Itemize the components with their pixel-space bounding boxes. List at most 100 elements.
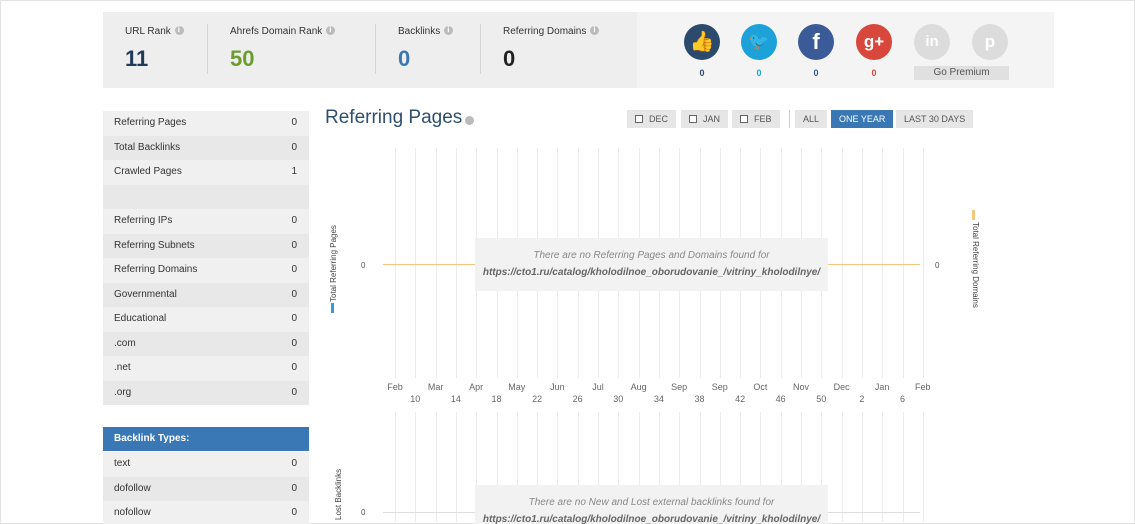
gridline xyxy=(496,412,498,524)
backlink-types-header: Backlink Types: xyxy=(103,427,309,451)
divider xyxy=(480,24,481,74)
likes-count: 0 xyxy=(699,68,705,78)
gridline xyxy=(882,412,884,524)
row-value: 0 xyxy=(291,239,297,251)
info-icon[interactable] xyxy=(174,25,184,35)
divider xyxy=(375,24,376,74)
x-tick-month: Jan xyxy=(874,382,890,392)
left-zero-tick: 0 xyxy=(361,261,366,270)
x-tick-day: 26 xyxy=(572,394,583,404)
info-icon[interactable] xyxy=(444,25,454,35)
x-tick-month: Sep xyxy=(711,382,728,392)
right-zero-tick: 0 xyxy=(935,261,940,270)
chart-title-text: Referring Pages xyxy=(325,107,463,128)
backlink-types-list: text 0 dofollow 0 nofollow 0 xyxy=(103,452,309,524)
row-value: 0 xyxy=(291,458,297,469)
right-axis-label: Total Referring Domains xyxy=(971,222,980,308)
list-item: .net 0 xyxy=(103,356,309,381)
list-item: Referring IPs 0 xyxy=(103,209,309,234)
url-rank-label: URL Rank xyxy=(125,26,171,37)
list-item: Governmental 0 xyxy=(103,282,309,307)
info-icon[interactable] xyxy=(326,25,336,35)
range-all-button[interactable]: ALL xyxy=(795,110,828,128)
linkedin-icon[interactable]: in xyxy=(914,24,950,60)
referring-domains-label: Referring Domains xyxy=(503,26,587,37)
row-label: nofollow xyxy=(114,507,151,518)
x-tick-month: Sep xyxy=(671,382,688,392)
row-value: 0 xyxy=(291,337,297,349)
twitter-icon[interactable]: 🐦 xyxy=(741,24,777,60)
x-tick-day: 2 xyxy=(859,394,865,404)
x-tick-month: Dec xyxy=(833,382,850,392)
gridline xyxy=(638,412,640,524)
row-label: Referring IPs xyxy=(114,215,173,226)
row-label: Referring Subnets xyxy=(114,239,195,251)
domain-rank-value: 50 xyxy=(230,46,255,71)
divider xyxy=(207,24,208,74)
no-data-text: There are no Referring Pages and Domains… xyxy=(533,250,770,261)
twitter-count: 0 xyxy=(756,68,762,78)
pinterest-icon[interactable]: p xyxy=(972,24,1008,60)
checkbox-icon[interactable] xyxy=(689,115,697,123)
gridline xyxy=(658,412,660,524)
button-label: FEB xyxy=(754,114,772,124)
domain-rank-label: Ahrefs Domain Rank xyxy=(230,26,323,37)
filter-feb-button[interactable]: FEB xyxy=(732,110,780,128)
gridline xyxy=(435,148,437,378)
row-label: Referring Pages xyxy=(114,117,187,128)
row-value: 0 xyxy=(291,117,297,128)
info-icon[interactable] xyxy=(465,116,475,125)
gridline xyxy=(740,412,742,524)
info-icon[interactable] xyxy=(590,25,600,35)
gridline xyxy=(476,412,478,524)
x-tick-day: 14 xyxy=(450,394,461,404)
no-data-message: There are no Referring Pages and Domains… xyxy=(475,238,828,291)
social-panel: 👍 0 🐦 0 f 0 g+ 0 in p Go Premium xyxy=(637,12,1054,88)
facebook-icon[interactable]: f xyxy=(798,24,834,60)
list-item: Crawled Pages 1 xyxy=(103,160,309,185)
list-item: nofollow 0 xyxy=(103,501,309,524)
gridline xyxy=(415,412,417,524)
gridline xyxy=(922,412,924,524)
filter-dec-button[interactable]: DEC xyxy=(627,110,677,128)
google-plus-icon[interactable]: g+ xyxy=(856,24,892,60)
gridline xyxy=(598,412,599,524)
list-item: .org 0 xyxy=(103,380,309,405)
go-premium-button[interactable]: Go Premium xyxy=(914,66,1009,80)
no-data-text: There are no New and Lost external backl… xyxy=(528,497,775,508)
x-tick-month: Mar xyxy=(427,382,444,392)
x-tick-day: 18 xyxy=(491,394,502,404)
gridline xyxy=(395,148,396,378)
x-tick-month: Apr xyxy=(469,382,484,392)
checkbox-icon[interactable] xyxy=(740,115,748,123)
gridline xyxy=(922,148,924,378)
no-data-url: https://cto1.ru/catalog/kholodilnoe_obor… xyxy=(482,514,821,524)
x-tick-day: 46 xyxy=(775,394,786,404)
list-item: dofollow 0 xyxy=(103,476,309,501)
x-tick-day: 34 xyxy=(653,394,664,404)
list-item: Educational 0 xyxy=(103,307,309,332)
gridline xyxy=(902,148,904,378)
list-item: Total Backlinks 0 xyxy=(103,135,309,160)
row-label: text xyxy=(114,458,131,469)
gridline xyxy=(537,412,539,524)
x-tick-month: Aug xyxy=(630,382,647,392)
checkbox-icon[interactable] xyxy=(635,115,643,123)
metrics-panel: URL Rank 11 Ahrefs Domain Rank 50 Backli… xyxy=(103,12,637,88)
legend-referring-pages-marker xyxy=(331,303,334,313)
gridline xyxy=(760,412,762,524)
row-value: 0 xyxy=(291,313,297,324)
x-tick-month: May xyxy=(508,382,526,392)
thumbs-up-icon[interactable]: 👍 xyxy=(684,24,720,60)
x-tick-day: 10 xyxy=(410,394,421,404)
row-value: 0 xyxy=(291,141,297,153)
range-last-30-days-button[interactable]: LAST 30 DAYS xyxy=(896,110,974,128)
chart2-no-data-message: There are no New and Lost external backl… xyxy=(475,485,828,524)
row-value: 0 xyxy=(291,215,297,226)
gridline xyxy=(719,412,721,524)
filter-jan-button[interactable]: JAN xyxy=(681,110,729,128)
range-one-year-button[interactable]: ONE YEAR xyxy=(831,110,894,128)
x-tick-day: 6 xyxy=(899,394,905,404)
row-label: Educational xyxy=(114,313,167,324)
gridline xyxy=(861,412,863,524)
